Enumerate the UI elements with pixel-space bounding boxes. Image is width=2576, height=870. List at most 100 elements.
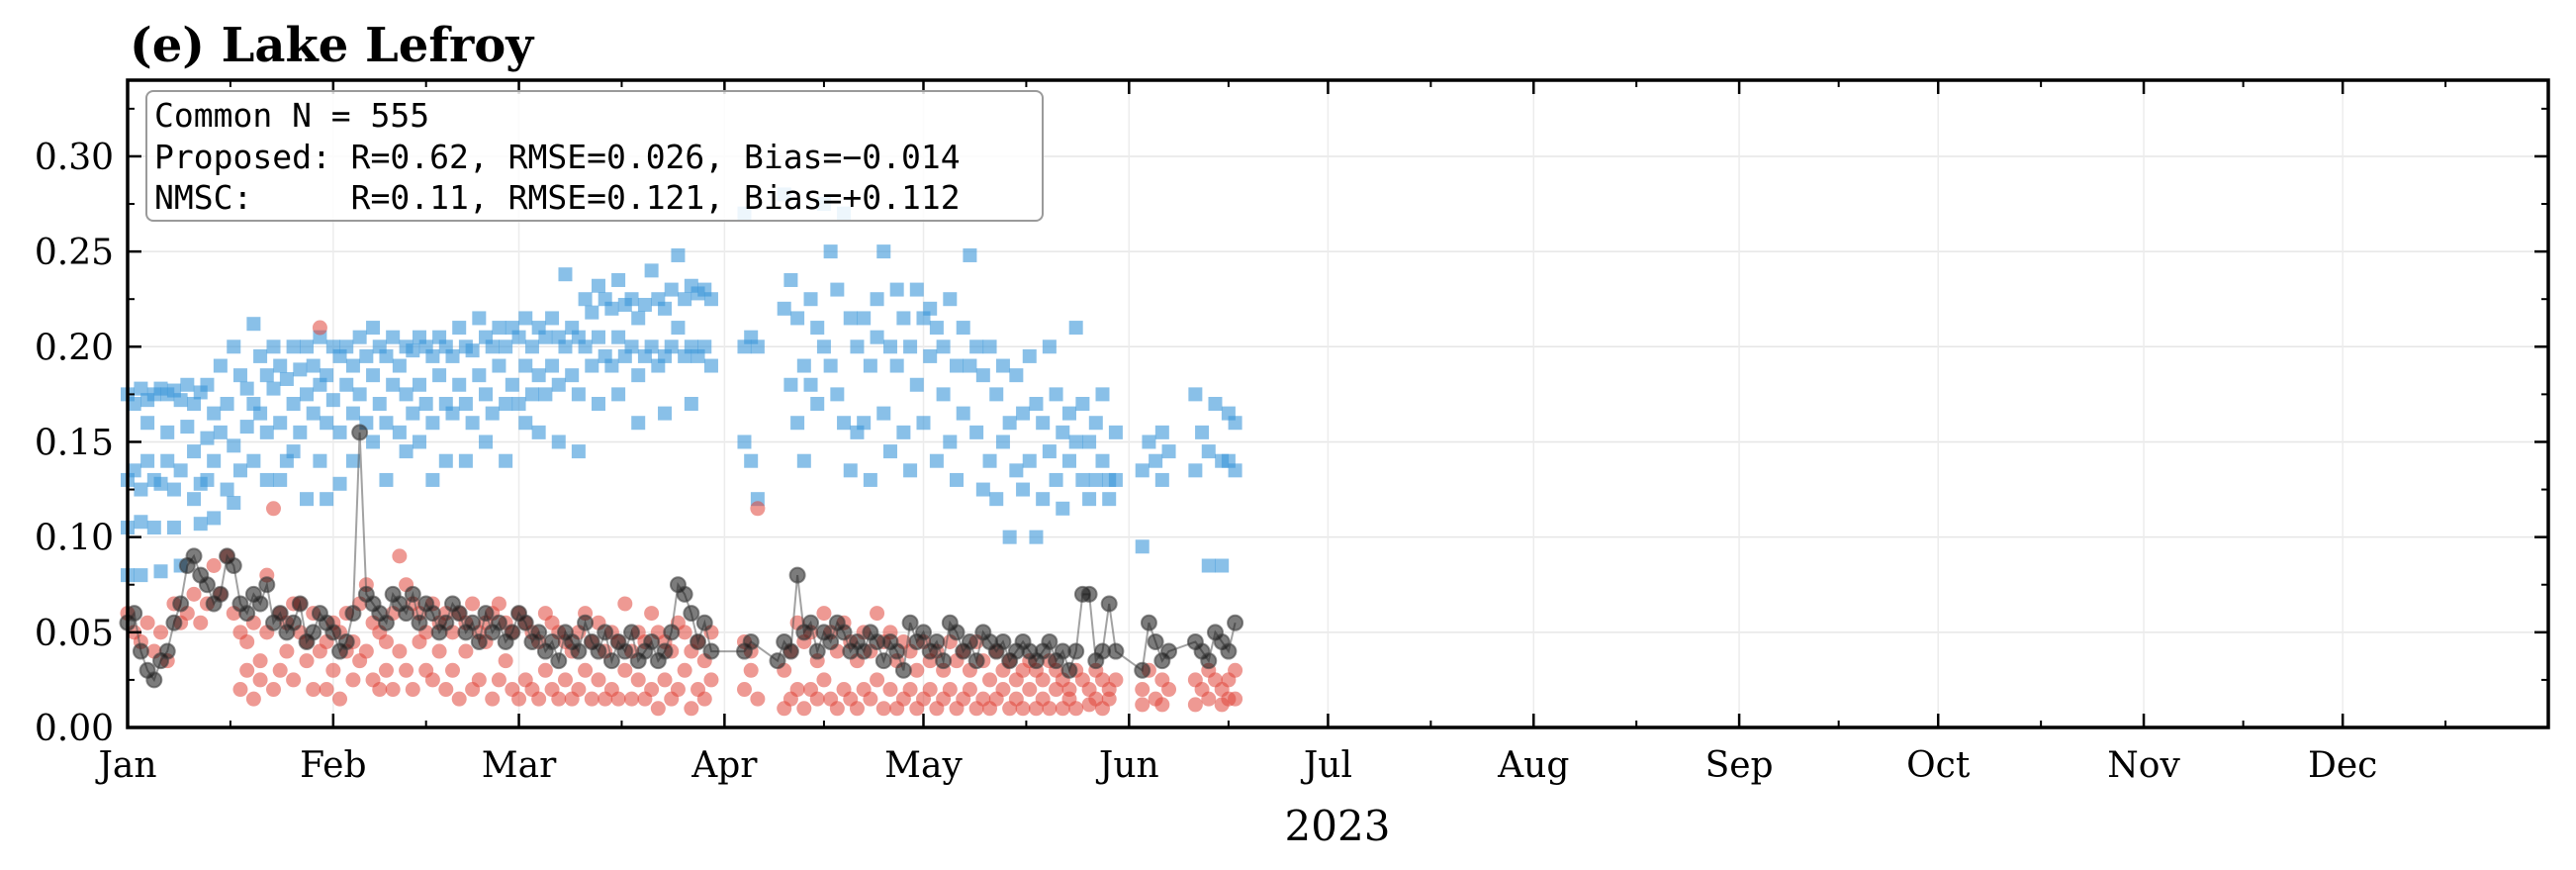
data-point (220, 482, 234, 497)
data-point (1080, 585, 1098, 603)
data-point (989, 387, 1004, 402)
data-point (166, 521, 181, 535)
data-point (565, 368, 580, 383)
data-point (1002, 416, 1017, 431)
data-point (857, 416, 872, 431)
data-point (650, 701, 666, 717)
data-point (1195, 425, 1210, 439)
data-point (903, 339, 918, 354)
data-point (1068, 321, 1083, 336)
data-point (271, 605, 289, 623)
data-point (1161, 682, 1177, 698)
data-point (272, 662, 288, 678)
data-point (570, 642, 588, 660)
data-point (703, 292, 718, 307)
data-point (658, 301, 673, 316)
stats-box-background (145, 90, 1044, 222)
x-tick-label: Feb (300, 745, 366, 786)
data-point (465, 596, 481, 612)
data-point (259, 368, 274, 383)
data-point (1154, 425, 1169, 439)
data-point (345, 406, 360, 421)
data-point (1220, 642, 1238, 660)
data-point (140, 416, 155, 431)
data-point (386, 377, 401, 392)
data-point (479, 435, 494, 449)
data-point (664, 282, 679, 297)
data-point (571, 444, 586, 459)
data-point (293, 425, 308, 439)
data-point (923, 348, 938, 363)
data-point (200, 472, 215, 487)
data-point (875, 701, 891, 717)
data-point (153, 564, 168, 579)
data-point (935, 652, 953, 670)
data-point (1161, 444, 1176, 459)
data-point (591, 330, 605, 344)
data-point (1134, 661, 1151, 679)
data-point (232, 463, 247, 478)
stats-line-nmsc: NMSC: R=0.11, RMSE=0.121, Bias=+0.112 (154, 178, 961, 217)
data-point (876, 244, 891, 259)
data-point (485, 406, 500, 421)
data-point (543, 632, 561, 650)
data-point (849, 701, 865, 717)
data-point (822, 632, 840, 650)
data-point (259, 472, 274, 487)
data-point (1056, 425, 1070, 439)
data-point (796, 358, 811, 373)
data-point (1201, 558, 1216, 573)
y-tick-label: 0.20 (35, 328, 114, 368)
data-point (146, 521, 161, 535)
data-point (989, 492, 1004, 507)
data-point (896, 311, 911, 326)
data-point (870, 292, 884, 307)
data-point (982, 339, 997, 354)
data-point (472, 368, 487, 383)
data-point (1228, 691, 1243, 707)
data-point (737, 435, 752, 449)
data-point (445, 348, 460, 363)
data-point (366, 435, 381, 449)
data-point (644, 606, 660, 622)
x-tick-label: Sep (1705, 745, 1774, 786)
data-point (571, 387, 586, 402)
data-point (312, 320, 327, 336)
data-point (518, 416, 533, 431)
data-point (213, 425, 228, 439)
data-point (424, 672, 440, 688)
data-point (664, 339, 679, 354)
data-point (431, 643, 447, 659)
data-point (337, 632, 355, 650)
data-point (490, 614, 507, 631)
data-point (1022, 453, 1037, 468)
data-point (855, 642, 873, 660)
data-point (703, 358, 718, 373)
data-point (158, 642, 176, 660)
data-point (332, 476, 347, 491)
data-point (742, 632, 760, 650)
data-point (550, 652, 568, 670)
data-point (1108, 672, 1124, 688)
data-point (1188, 387, 1203, 402)
data-point (399, 444, 414, 459)
data-point (518, 358, 533, 373)
data-point (139, 615, 155, 630)
series-line (127, 432, 1237, 683)
data-point (187, 397, 202, 411)
data-point (479, 387, 494, 402)
data-point (995, 358, 1010, 373)
data-point (445, 662, 461, 678)
data-point (551, 691, 567, 707)
data-point (597, 624, 614, 641)
data-point (207, 453, 222, 468)
data-point (160, 425, 175, 439)
data-point (882, 682, 898, 698)
data-point (239, 662, 255, 678)
data-point (670, 682, 686, 698)
data-point (624, 292, 639, 307)
data-point (1228, 662, 1243, 678)
data-point (671, 247, 686, 262)
data-point (266, 381, 281, 396)
data-point (206, 558, 222, 573)
